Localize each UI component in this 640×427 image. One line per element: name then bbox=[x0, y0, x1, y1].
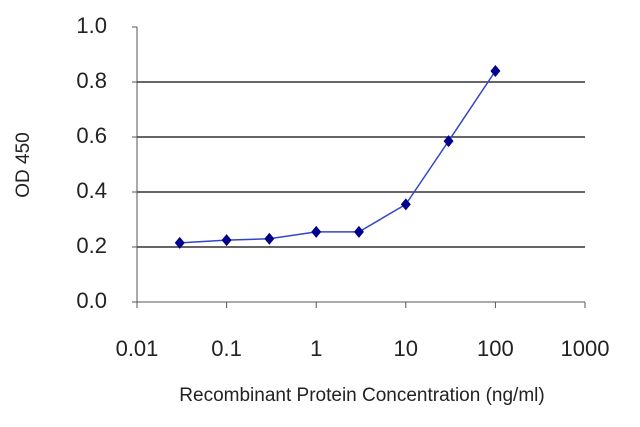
data-point bbox=[400, 198, 411, 211]
x-tick-label: 10 bbox=[394, 336, 418, 361]
data-point bbox=[221, 234, 232, 247]
data-point bbox=[353, 225, 364, 238]
data-point bbox=[443, 135, 454, 148]
y-tick-label: 0.8 bbox=[76, 68, 107, 93]
x-tick-label: 100 bbox=[477, 336, 514, 361]
x-axis-label: Recombinant Protein Concentration (ng/ml… bbox=[179, 385, 544, 406]
x-tick-label: 0.1 bbox=[211, 336, 242, 361]
data-point bbox=[264, 232, 275, 245]
y-tick-label: 0.0 bbox=[76, 288, 107, 313]
data-point bbox=[174, 236, 185, 249]
y-axis-label: OD 450 bbox=[13, 132, 34, 197]
x-tick-label: 1000 bbox=[561, 336, 610, 361]
y-tick-label: 0.2 bbox=[76, 233, 107, 258]
y-tick-label: 0.6 bbox=[76, 123, 107, 148]
y-tick-label: 1.0 bbox=[76, 13, 107, 38]
x-tick-label: 0.01 bbox=[116, 336, 159, 361]
y-tick-label: 0.4 bbox=[76, 178, 107, 203]
x-tick-label: 1 bbox=[310, 336, 322, 361]
series-line bbox=[179, 70, 497, 244]
data-point bbox=[311, 225, 322, 238]
data-point bbox=[490, 65, 501, 77]
